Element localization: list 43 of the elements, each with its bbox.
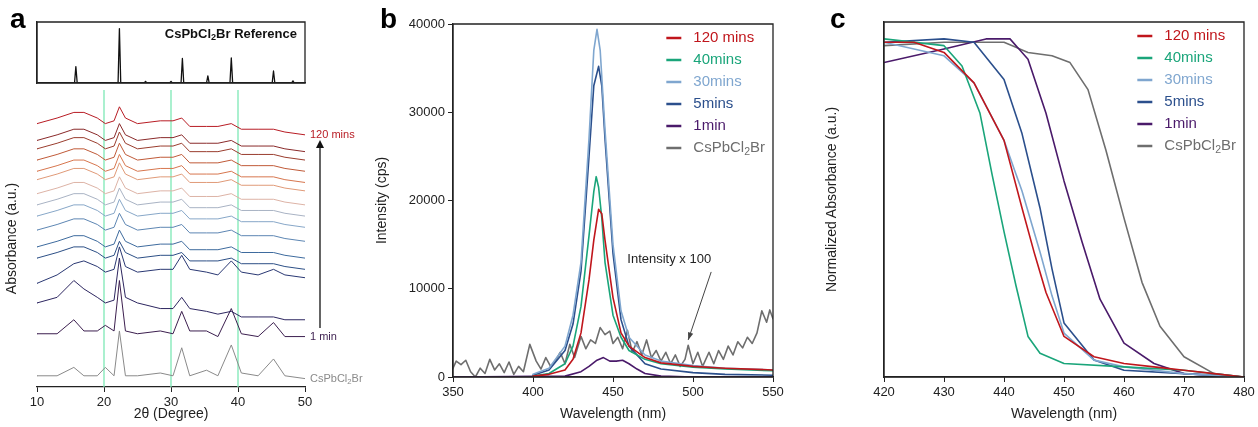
- x-tick-label: 400: [522, 384, 544, 400]
- series-label: 120 mins: [310, 127, 356, 140]
- x-tick-label: 440: [993, 384, 1015, 400]
- legend-label: 40mins: [693, 50, 742, 68]
- x-tick-label: 500: [682, 384, 704, 400]
- x-tick-label: 420: [873, 384, 895, 400]
- legend-label: 5mins: [1164, 92, 1205, 110]
- x-tick-label: 10: [29, 394, 45, 410]
- x-tick-label: 470: [1173, 384, 1195, 400]
- y-tick-label: 0: [437, 368, 445, 384]
- legend-label: 1min: [1164, 114, 1197, 132]
- x-tick-label: 430: [933, 384, 955, 400]
- y-axis-title: Absorbance (a.u.): [3, 182, 20, 295]
- y-axis-title: Intensity (cps): [373, 156, 390, 245]
- chart-title: a: [10, 2, 26, 34]
- legend-label: 30mins: [1164, 70, 1213, 88]
- chart-title: c: [830, 2, 846, 34]
- x-tick-label: 350: [442, 384, 464, 400]
- annotation: Intensity x 100: [627, 250, 712, 266]
- x-tick-label: 480: [1233, 384, 1255, 400]
- x-tick-label: 450: [602, 384, 624, 400]
- y-tick-label: 10000: [408, 280, 445, 296]
- y-tick-label: 40000: [408, 15, 445, 31]
- legend-label: 40mins: [1164, 48, 1213, 66]
- chart-title: b: [380, 2, 398, 34]
- y-tick-label: 20000: [408, 192, 445, 208]
- y-tick-label: 30000: [408, 103, 445, 119]
- y-axis-title: Normalized Absorbance (a.u.): [823, 106, 840, 293]
- x-tick-label: 40: [230, 394, 246, 410]
- x-axis-title: Wavelength (nm): [559, 405, 667, 422]
- legend-label: 120 mins: [693, 28, 755, 46]
- x-axis-title: Wavelength (nm): [1010, 405, 1118, 422]
- x-axis-title: 2θ (Degree): [133, 405, 209, 422]
- x-tick-label: 450: [1053, 384, 1075, 400]
- legend-label: 120 mins: [1164, 26, 1226, 44]
- x-tick-label: 460: [1113, 384, 1135, 400]
- series-label: 1 min: [310, 329, 337, 342]
- legend-label: 5mins: [693, 94, 734, 112]
- x-tick-label: 50: [297, 394, 313, 410]
- x-tick-label: 20: [96, 394, 112, 410]
- legend-label: 1min: [693, 116, 726, 134]
- x-tick-label: 550: [762, 384, 784, 400]
- legend-label: 30mins: [693, 72, 742, 90]
